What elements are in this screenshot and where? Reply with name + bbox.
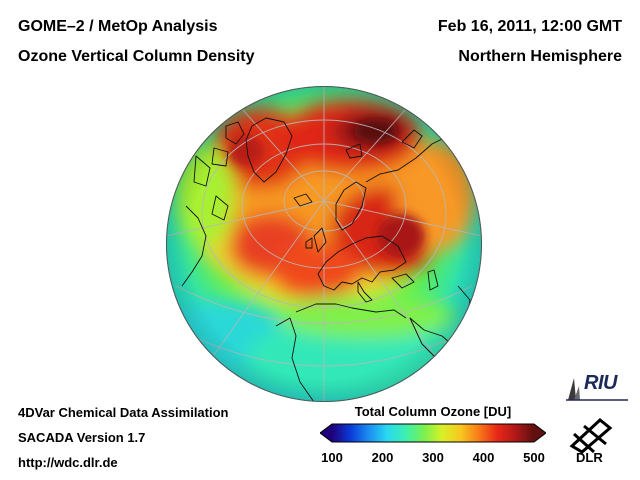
colorbar-gradient [332, 424, 534, 442]
title-line-1: GOME–2 / MetOp Analysis [18, 18, 218, 35]
title-line-2: Ozone Vertical Column Density [18, 48, 255, 65]
colorbar [320, 423, 546, 443]
colorbar-underflow-arrow [320, 424, 332, 442]
footer-method: 4DVar Chemical Data Assimilation [18, 405, 229, 420]
colorbar-ticks: 100 200 300 400 500 [320, 450, 546, 468]
footer-url[interactable]: http://wdc.dlr.de [18, 455, 118, 470]
dlr-logo [566, 414, 614, 454]
riu-logo-text: RIU [584, 372, 617, 394]
footer-version: SACADA Version 1.7 [18, 430, 146, 445]
colorbar-tick-200: 200 [371, 450, 394, 465]
globe-outline [166, 86, 482, 402]
riu-logo [566, 370, 630, 402]
dlr-logo-text: DLR [576, 450, 603, 465]
colorbar-tick-300: 300 [422, 450, 444, 465]
colorbar-title: Total Column Ozone [DU] [354, 404, 512, 419]
hemisphere-label: Northern Hemisphere [458, 48, 622, 65]
colorbar-tick-400: 400 [472, 450, 495, 465]
analysis-date: Feb 16, 2011, 12:00 GMT [437, 18, 622, 35]
colorbar-tick-500: 500 [523, 450, 545, 465]
colorbar-overflow-arrow [534, 424, 546, 442]
globe-svg [166, 86, 482, 402]
colorbar-tick-100: 100 [321, 450, 343, 465]
ozone-globe-map [166, 86, 482, 402]
